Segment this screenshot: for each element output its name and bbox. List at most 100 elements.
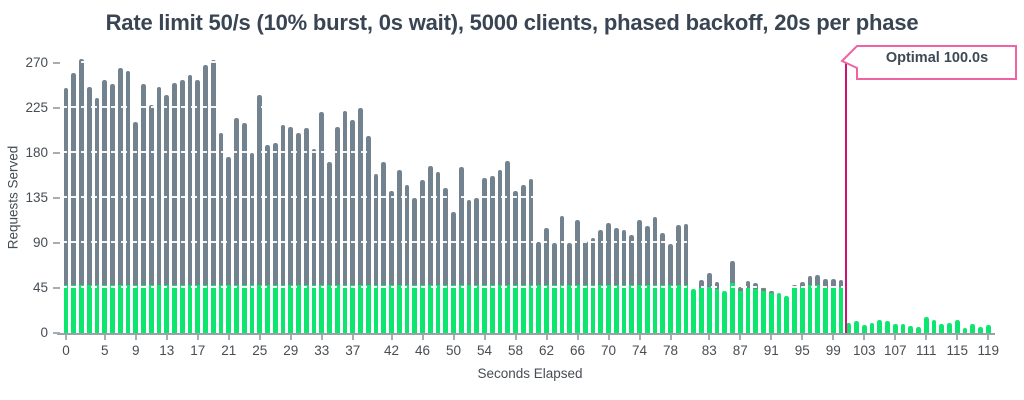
bar-served: [389, 285, 394, 333]
x-tick-label: 5: [101, 343, 109, 358]
bar-excess: [644, 226, 650, 285]
bar-excess: [443, 188, 449, 285]
y-tick-label: 0: [40, 325, 48, 340]
x-tick-label: 107: [884, 343, 907, 358]
x-tick-mark: [514, 335, 517, 340]
bar-served: [854, 321, 859, 333]
x-tick-label: 111: [916, 343, 937, 358]
bar-excess: [474, 198, 480, 285]
y-tick-label: 45: [32, 280, 48, 295]
x-tick-label: 54: [476, 343, 493, 358]
x-tick-mark: [770, 335, 773, 340]
bar-served: [722, 291, 728, 333]
bar-served: [699, 288, 704, 333]
optimal-annotation-callout: [840, 45, 1017, 80]
bar-excess: [257, 95, 263, 285]
bar-excess: [389, 191, 394, 285]
bar-served: [272, 285, 278, 333]
bar-served: [117, 285, 123, 333]
bar-served: [737, 291, 743, 333]
bar-served: [125, 285, 131, 333]
bar-excess: [799, 282, 805, 287]
bar-served: [761, 291, 766, 333]
bar-served: [249, 285, 255, 333]
bar-served: [908, 326, 914, 333]
bar-excess: [288, 127, 294, 285]
y-tick-label: 270: [25, 55, 48, 70]
bar-excess: [272, 143, 278, 285]
x-tick-label: 37: [345, 343, 361, 358]
x-tick-mark: [421, 335, 424, 340]
bar-served: [187, 285, 193, 333]
bar-served: [559, 285, 565, 333]
bar-excess: [458, 167, 464, 285]
bar-excess: [830, 279, 836, 288]
bar-served: [691, 289, 697, 333]
bar-served: [954, 320, 960, 333]
bar-served: [706, 287, 712, 333]
bar-served: [350, 285, 356, 333]
x-tick-mark: [258, 335, 261, 340]
gridline: [61, 106, 997, 108]
bar-excess: [234, 118, 239, 285]
bar-served: [365, 285, 371, 333]
bar-excess: [334, 127, 340, 285]
bar-served: [94, 285, 100, 333]
bar-served: [288, 285, 294, 333]
x-tick-mark: [708, 335, 711, 340]
bar-served: [373, 285, 379, 333]
x-tick-mark: [669, 335, 672, 340]
x-axis-title: Seconds Elapsed: [477, 366, 583, 381]
bar-served: [482, 285, 487, 333]
bar-excess: [249, 153, 255, 285]
bar-excess: [823, 279, 828, 288]
plot-area[interactable]: [61, 52, 997, 333]
bar-served: [621, 285, 627, 333]
bar-served: [877, 320, 883, 333]
x-tick-mark: [576, 335, 579, 340]
bar-served: [210, 285, 216, 333]
bar-served: [753, 289, 759, 333]
bar-excess: [745, 281, 751, 288]
bar-served: [978, 327, 983, 333]
x-tick-label: 78: [662, 343, 679, 358]
bar-excess: [668, 244, 673, 285]
bar-served: [63, 285, 69, 333]
bar-served: [172, 285, 177, 333]
bar-served: [327, 285, 332, 333]
bar-served: [342, 285, 348, 333]
y-tick-mark: [53, 287, 60, 289]
bar-excess: [396, 170, 402, 285]
x-tick-label: 9: [132, 343, 140, 358]
bar-excess: [482, 178, 487, 285]
bar-excess: [520, 185, 526, 285]
bar-served: [939, 324, 945, 333]
y-tick-label: 180: [25, 145, 48, 160]
x-tick-label: 58: [507, 343, 524, 358]
y-tick-mark: [53, 197, 60, 199]
bar-excess: [435, 172, 441, 285]
x-tick-mark: [103, 335, 106, 340]
bar-served: [823, 288, 828, 333]
bar-excess: [141, 84, 146, 285]
bar-served: [133, 285, 139, 333]
bar-excess: [613, 228, 619, 285]
x-tick-label: 13: [159, 343, 175, 358]
bar-served: [923, 317, 929, 333]
bar-served: [458, 285, 464, 333]
bar-excess: [427, 166, 433, 285]
bar-excess: [311, 149, 317, 285]
bar-served: [110, 285, 115, 333]
bar-excess: [125, 71, 131, 285]
bar-excess: [567, 243, 573, 285]
bar-excess: [792, 285, 797, 287]
bar-served: [652, 285, 658, 333]
bar-served: [179, 285, 185, 333]
bar-excess: [218, 133, 224, 285]
bar-excess: [737, 287, 743, 291]
y-tick-label: 225: [25, 100, 48, 115]
bar-served: [311, 285, 317, 333]
bar-excess: [730, 261, 735, 283]
bar-served: [86, 285, 92, 333]
x-tick-label: 119: [977, 343, 1000, 358]
